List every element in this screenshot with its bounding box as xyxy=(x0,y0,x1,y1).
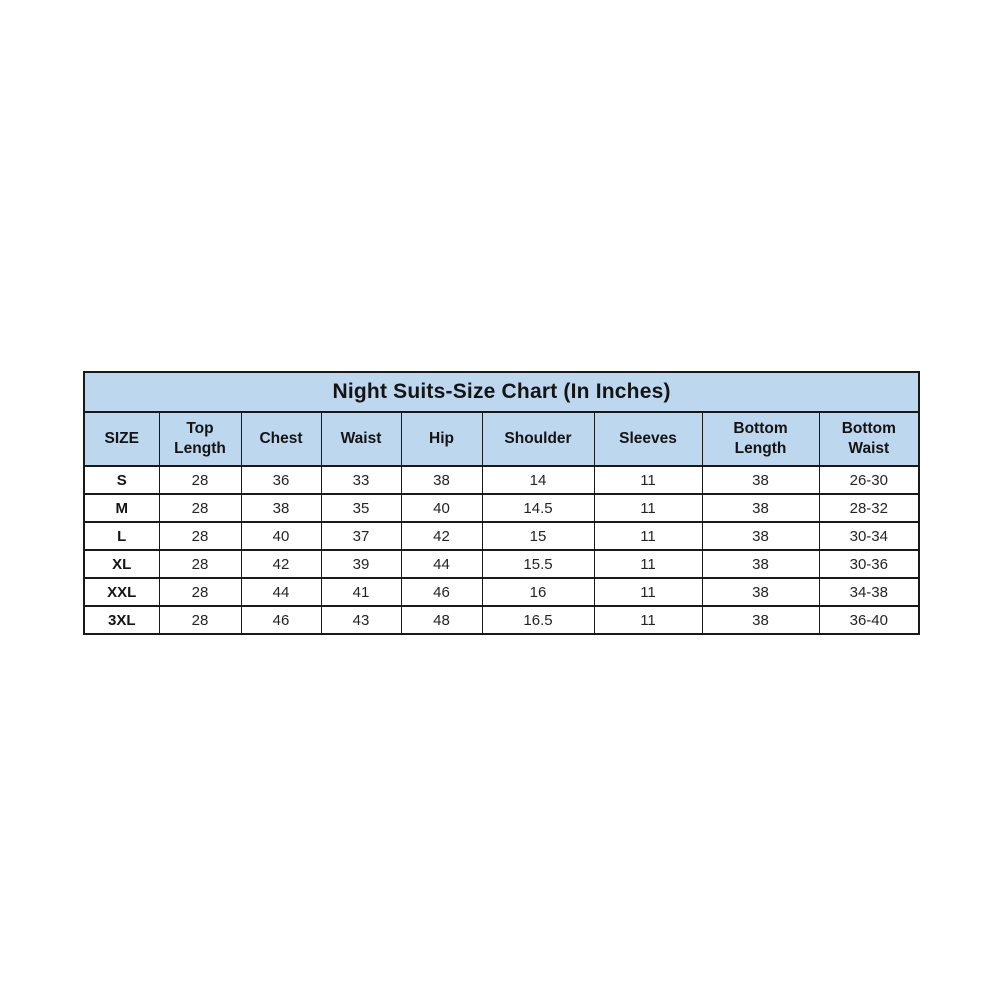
table-cell: 16 xyxy=(481,577,595,607)
table-cell: 28 xyxy=(158,493,242,523)
size-label: S xyxy=(83,465,160,495)
table-cell: 28-32 xyxy=(818,493,920,523)
size-chart-table: Night Suits-Size Chart (In Inches) SIZE … xyxy=(83,371,921,635)
table-cell: 11 xyxy=(593,605,703,635)
size-label: L xyxy=(83,521,160,551)
table-cell: 11 xyxy=(593,577,703,607)
column-header-chest: Chest xyxy=(240,411,322,467)
table-row-m: M 28 38 35 40 14.5 11 38 28-32 xyxy=(83,493,920,523)
table-cell: 38 xyxy=(240,493,322,523)
table-cell: 11 xyxy=(593,549,703,579)
table-cell: 40 xyxy=(400,493,483,523)
table-cell: 28 xyxy=(158,465,242,495)
column-header-hip: Hip xyxy=(400,411,483,467)
table-cell: 39 xyxy=(320,549,402,579)
table-cell: 36 xyxy=(240,465,322,495)
table-cell: 30-34 xyxy=(818,521,920,551)
table-cell: 40 xyxy=(240,521,322,551)
table-row-xl: XL 28 42 39 44 15.5 11 38 30-36 xyxy=(83,549,920,579)
table-cell: 26-30 xyxy=(818,465,920,495)
column-header-shoulder: Shoulder xyxy=(481,411,595,467)
table-cell: 34-38 xyxy=(818,577,920,607)
column-header-sleeves: Sleeves xyxy=(593,411,703,467)
size-label: XL xyxy=(83,549,160,579)
table-cell: 38 xyxy=(701,549,820,579)
table-cell: 14.5 xyxy=(481,493,595,523)
table-cell: 38 xyxy=(701,577,820,607)
table-cell: 36-40 xyxy=(818,605,920,635)
table-cell: 11 xyxy=(593,521,703,551)
size-label: XXL xyxy=(83,577,160,607)
table-cell: 15.5 xyxy=(481,549,595,579)
table-cell: 38 xyxy=(701,493,820,523)
table-cell: 15 xyxy=(481,521,595,551)
table-cell: 42 xyxy=(400,521,483,551)
table-cell: 46 xyxy=(240,605,322,635)
table-cell: 41 xyxy=(320,577,402,607)
column-header-waist: Waist xyxy=(320,411,402,467)
table-row-l: L 28 40 37 42 15 11 38 30-34 xyxy=(83,521,920,551)
table-cell: 37 xyxy=(320,521,402,551)
table-cell: 28 xyxy=(158,549,242,579)
table-cell: 16.5 xyxy=(481,605,595,635)
table-cell: 28 xyxy=(158,605,242,635)
table-row-xxl: XXL 28 44 41 46 16 11 38 34-38 xyxy=(83,577,920,607)
table-cell: 14 xyxy=(481,465,595,495)
table-cell: 44 xyxy=(400,549,483,579)
size-label: 3XL xyxy=(83,605,160,635)
column-header-bottom-length: Bottom Length xyxy=(701,411,820,467)
size-label: M xyxy=(83,493,160,523)
table-cell: 44 xyxy=(240,577,322,607)
table-cell: 46 xyxy=(400,577,483,607)
table-cell: 38 xyxy=(701,605,820,635)
table-cell: 11 xyxy=(593,493,703,523)
table-cell: 35 xyxy=(320,493,402,523)
table-cell: 48 xyxy=(400,605,483,635)
table-cell: 33 xyxy=(320,465,402,495)
table-cell: 38 xyxy=(701,521,820,551)
column-header-bottom-waist: Bottom Waist xyxy=(818,411,920,467)
table-cell: 11 xyxy=(593,465,703,495)
column-header-size: SIZE xyxy=(83,411,160,467)
table-cell: 28 xyxy=(158,577,242,607)
table-cell: 30-36 xyxy=(818,549,920,579)
table-header-row: SIZE Top Length Chest Waist Hip Shoulder… xyxy=(83,411,920,467)
table-cell: 42 xyxy=(240,549,322,579)
table-row-3xl: 3XL 28 46 43 48 16.5 11 38 36-40 xyxy=(83,605,920,635)
column-header-top-length: Top Length xyxy=(158,411,242,467)
table-cell: 43 xyxy=(320,605,402,635)
table-title-row: Night Suits-Size Chart (In Inches) xyxy=(83,371,920,413)
table-cell: 28 xyxy=(158,521,242,551)
table-cell: 38 xyxy=(400,465,483,495)
table-row-s: S 28 36 33 38 14 11 38 26-30 xyxy=(83,465,920,495)
table-title: Night Suits-Size Chart (In Inches) xyxy=(83,371,920,413)
table-cell: 38 xyxy=(701,465,820,495)
